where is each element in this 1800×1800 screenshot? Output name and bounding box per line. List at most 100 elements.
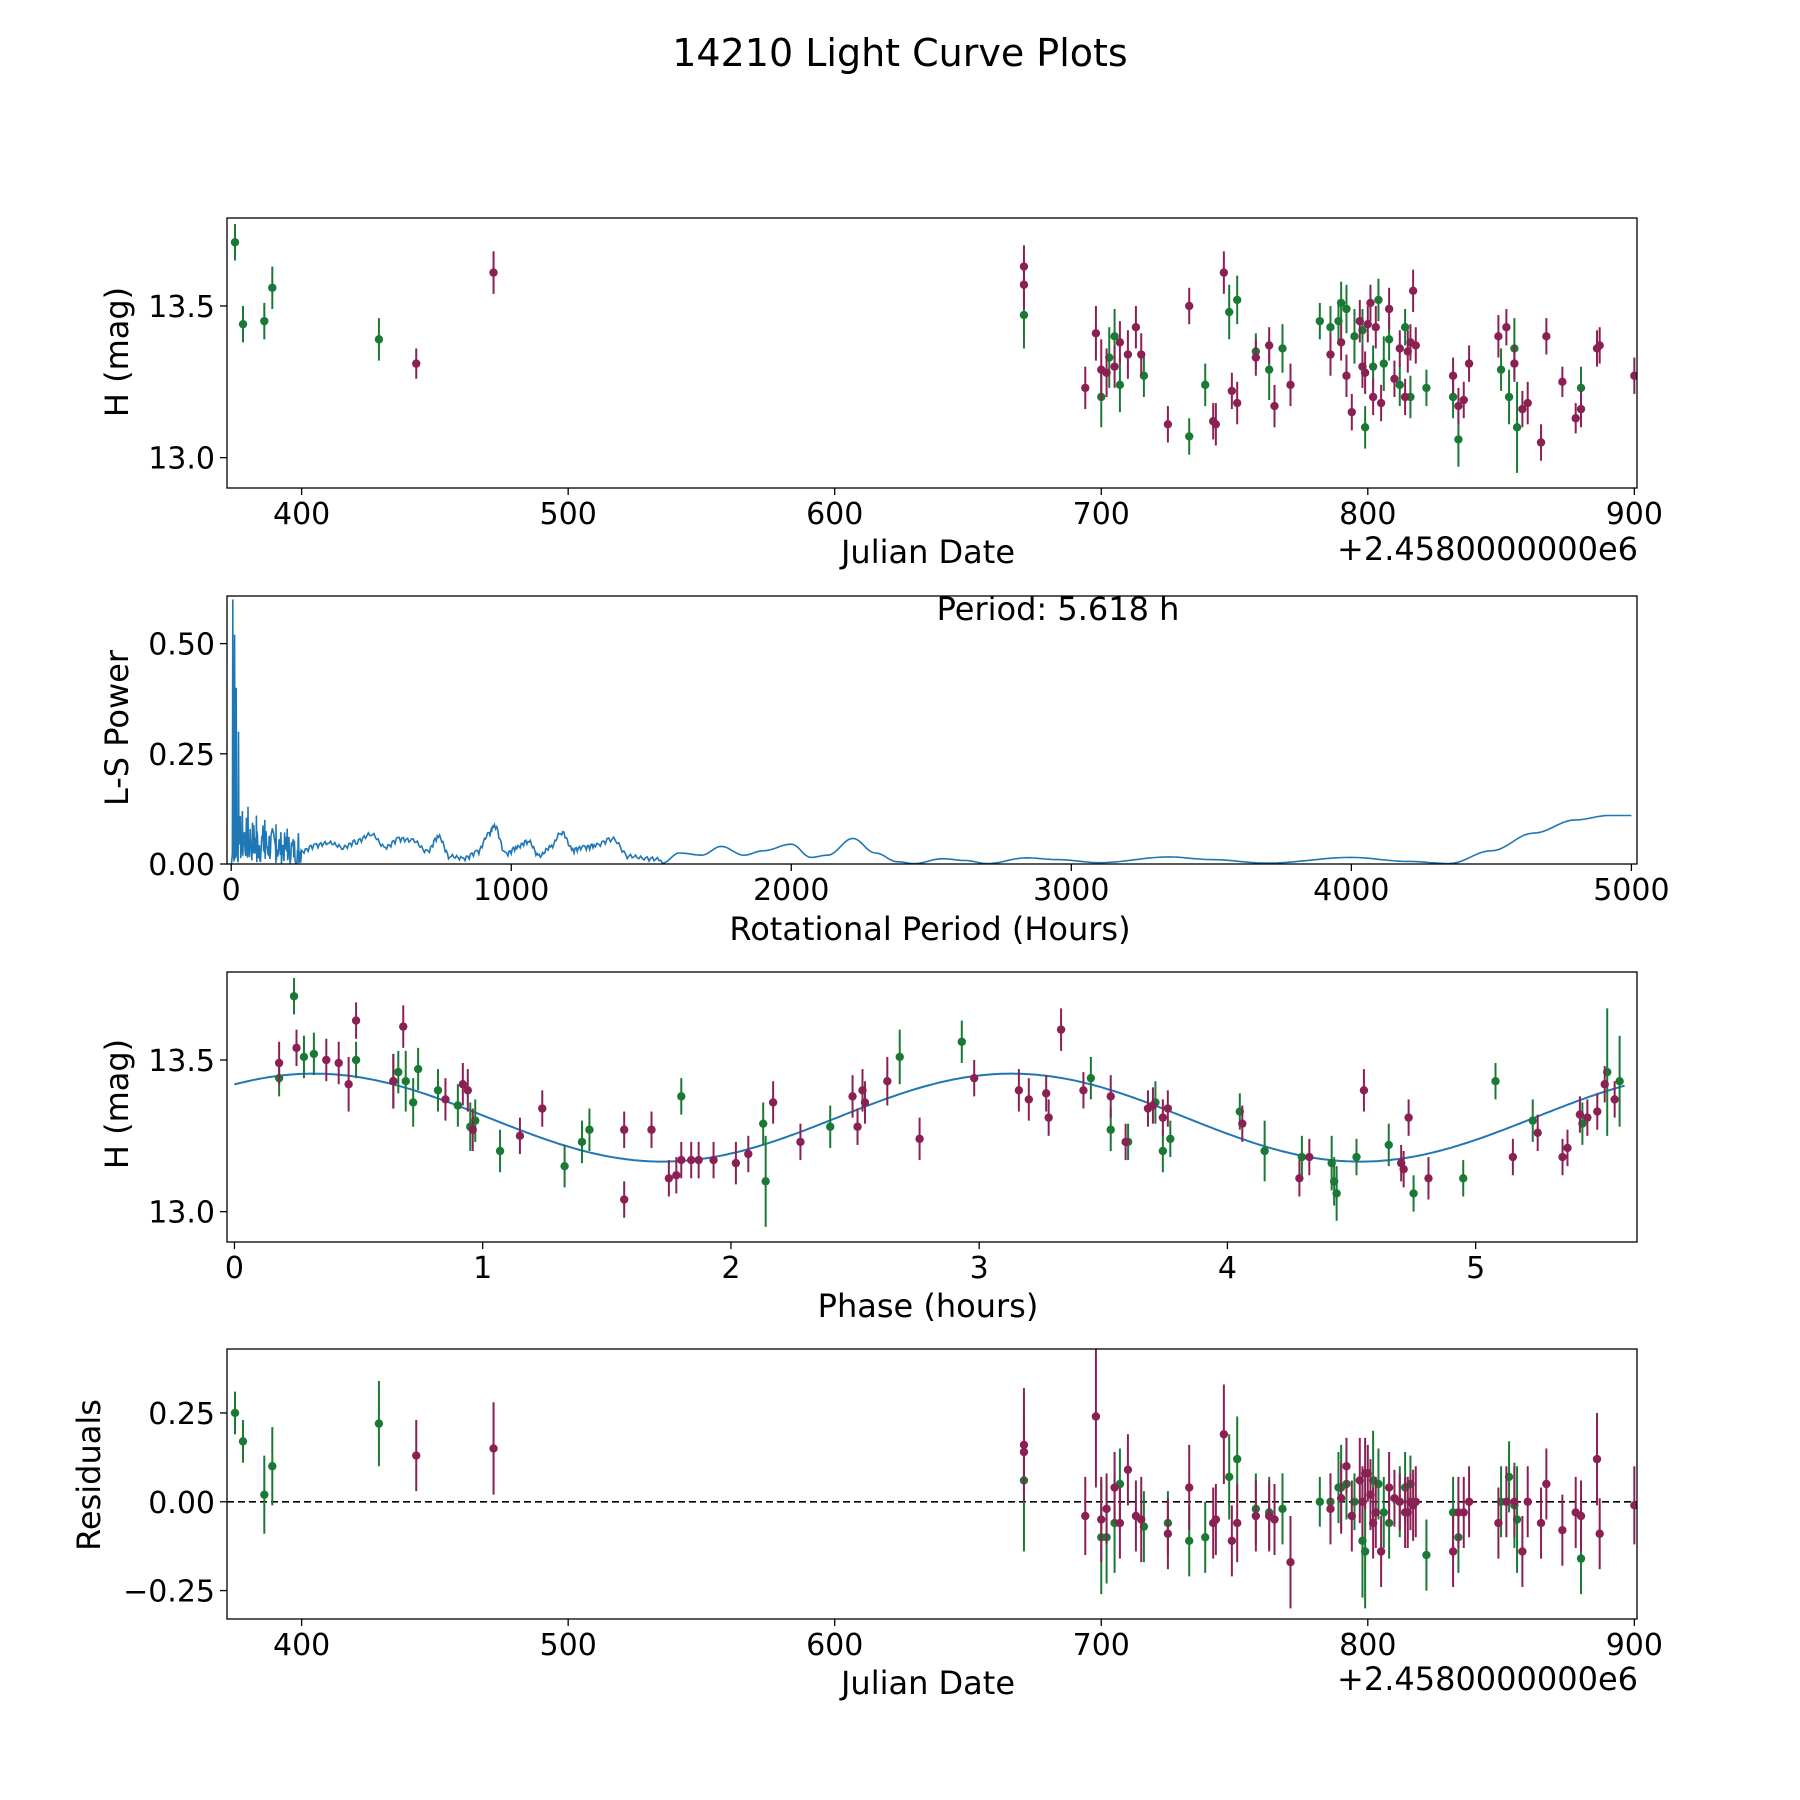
phase-folded-maroon-point xyxy=(619,1195,629,1204)
residuals-maroon-point xyxy=(1286,1557,1295,1567)
residuals-maroon-point xyxy=(1494,1518,1503,1528)
phase-folded-axes-frame xyxy=(226,971,1638,1243)
light-curve-x-offset: +2.4580000000e6 xyxy=(1337,530,1638,568)
phase-folded-maroon-point xyxy=(709,1155,718,1165)
light-curve-green-point xyxy=(1374,295,1383,305)
residuals-maroon-point xyxy=(1592,1454,1602,1464)
phase-folded-green-point xyxy=(309,1049,319,1059)
light-curve-maroon-point xyxy=(1336,338,1346,347)
phase-folded-maroon-point xyxy=(1563,1143,1572,1153)
light-curve-maroon-point xyxy=(1211,420,1221,429)
residuals-maroon-point xyxy=(489,1444,498,1453)
phase-folded-maroon-point xyxy=(515,1131,525,1141)
periodogram-data-area xyxy=(230,599,1632,864)
phase-folded-maroon-point xyxy=(1024,1095,1034,1104)
residuals-maroon-point xyxy=(1185,1483,1194,1492)
phase-folded-green-point xyxy=(758,1119,768,1128)
phase-folded-maroon-point xyxy=(848,1092,857,1101)
light-curve-green-point xyxy=(1395,380,1404,390)
phase-folded-green-point xyxy=(560,1161,569,1171)
periodogram-xtick-label: 1000 xyxy=(473,873,549,908)
phase-folded-maroon-point xyxy=(1238,1119,1247,1128)
light-curve-green-point xyxy=(1384,335,1394,344)
phase-folded-maroon-point xyxy=(463,1086,472,1095)
phase-folded-maroon-point xyxy=(915,1134,924,1144)
phase-ylabel: H (mag) xyxy=(98,1039,136,1169)
light-curve-maroon-point xyxy=(1227,386,1237,396)
residuals-green-point xyxy=(1384,1518,1394,1528)
periodogram-xtick-label: 2000 xyxy=(753,873,829,908)
phase-folded-xtick-label: 1 xyxy=(473,1251,492,1286)
phase-folded-green-point xyxy=(826,1122,835,1131)
residuals-xtick-label: 800 xyxy=(1339,1628,1396,1663)
residuals-maroon-point xyxy=(1384,1483,1394,1492)
phase-folded-maroon-point xyxy=(538,1104,547,1113)
phase-folded-xtick-label: 4 xyxy=(1218,1251,1237,1286)
phase-folded-green-point xyxy=(1166,1134,1175,1144)
residuals-maroon-point xyxy=(1595,1529,1604,1538)
residuals-maroon-point xyxy=(1137,1515,1146,1524)
periodogram-xtick-label: 5000 xyxy=(1593,873,1669,908)
phase-folded-maroon-point xyxy=(860,1098,870,1107)
residuals-data-area xyxy=(227,1349,1637,1609)
phase-folded-green-point xyxy=(495,1146,505,1156)
light-curve-maroon-point xyxy=(1411,341,1420,350)
phase-folded-green-point xyxy=(453,1101,463,1110)
light-curve-green-point xyxy=(268,283,277,292)
phase-folded-maroon-point xyxy=(1041,1089,1051,1098)
phase-folded-maroon-point xyxy=(1575,1110,1585,1119)
light-curve-green-point xyxy=(1201,380,1210,390)
light-curve-maroon-point xyxy=(1448,371,1458,380)
light-curve-maroon-point xyxy=(1464,359,1474,368)
phase-folded-maroon-point xyxy=(1106,1092,1115,1101)
phase-folded-green-point xyxy=(1528,1116,1537,1125)
phase-folded-green-point xyxy=(957,1037,966,1046)
phase-folded-maroon-point xyxy=(672,1171,681,1180)
light-curve-maroon-point xyxy=(1115,338,1125,347)
light-curve-ytick-label: 13.0 xyxy=(148,442,215,477)
residuals-ytick-label: 0.25 xyxy=(148,1397,215,1432)
light-curve-maroon-point xyxy=(1102,368,1111,377)
residuals-maroon-point xyxy=(1459,1508,1468,1517)
phase-folded-maroon-point xyxy=(1508,1152,1518,1162)
light-curve-xtick-label: 700 xyxy=(1073,497,1130,532)
light-curve-maroon-point xyxy=(1264,341,1274,350)
light-curve-green-point xyxy=(1504,392,1514,402)
residuals-maroon-point xyxy=(1219,1430,1229,1439)
residuals-xtick-label: 400 xyxy=(273,1628,330,1663)
phase-folded-maroon-point xyxy=(731,1158,741,1168)
phase-folded-maroon-point xyxy=(292,1043,301,1053)
residuals-green-point xyxy=(1232,1454,1242,1464)
light-curve-xtick-label: 500 xyxy=(540,497,597,532)
residuals-maroon-point xyxy=(412,1451,421,1460)
light-curve-maroon-point xyxy=(1368,392,1378,402)
phase-folded-maroon-point xyxy=(796,1137,805,1147)
light-curve-green-point xyxy=(1264,365,1274,374)
light-curve-maroon-point xyxy=(489,268,498,277)
light-curve-maroon-point xyxy=(1376,398,1386,408)
light-curve-maroon-point xyxy=(1286,380,1295,390)
light-curve-maroon-point xyxy=(1510,359,1519,368)
phase-folded-maroon-point xyxy=(274,1058,284,1068)
phase-folded-green-point xyxy=(677,1092,686,1101)
phase-folded-maroon-point xyxy=(677,1155,686,1165)
phase-folded-maroon-point xyxy=(694,1155,703,1165)
residuals-maroon-point xyxy=(1227,1536,1237,1546)
periodogram-xtick-label: 3000 xyxy=(1033,873,1109,908)
phase-folded-maroon-point xyxy=(1079,1086,1088,1095)
light-curve-maroon-point xyxy=(1123,350,1133,359)
residuals-maroon-point xyxy=(1448,1547,1458,1556)
residuals-maroon-point xyxy=(1091,1412,1101,1421)
phase-folded-maroon-point xyxy=(351,1016,361,1025)
residuals-green-point xyxy=(1224,1472,1234,1482)
light-curve-maroon-point xyxy=(1542,332,1551,341)
residuals-green-point xyxy=(1315,1497,1325,1506)
light-curve-maroon-point xyxy=(1595,341,1604,350)
phase-folded-green-point xyxy=(1409,1189,1418,1198)
periodogram-xlabel: Rotational Period (Hours) xyxy=(729,910,1130,948)
light-curve-maroon-point xyxy=(1502,323,1511,332)
light-curve-maroon-point xyxy=(1363,319,1372,329)
light-curve-green-point xyxy=(1448,392,1458,402)
light-curve-ylabel: H (mag) xyxy=(98,287,136,417)
phase-folded-maroon-point xyxy=(1399,1164,1408,1174)
